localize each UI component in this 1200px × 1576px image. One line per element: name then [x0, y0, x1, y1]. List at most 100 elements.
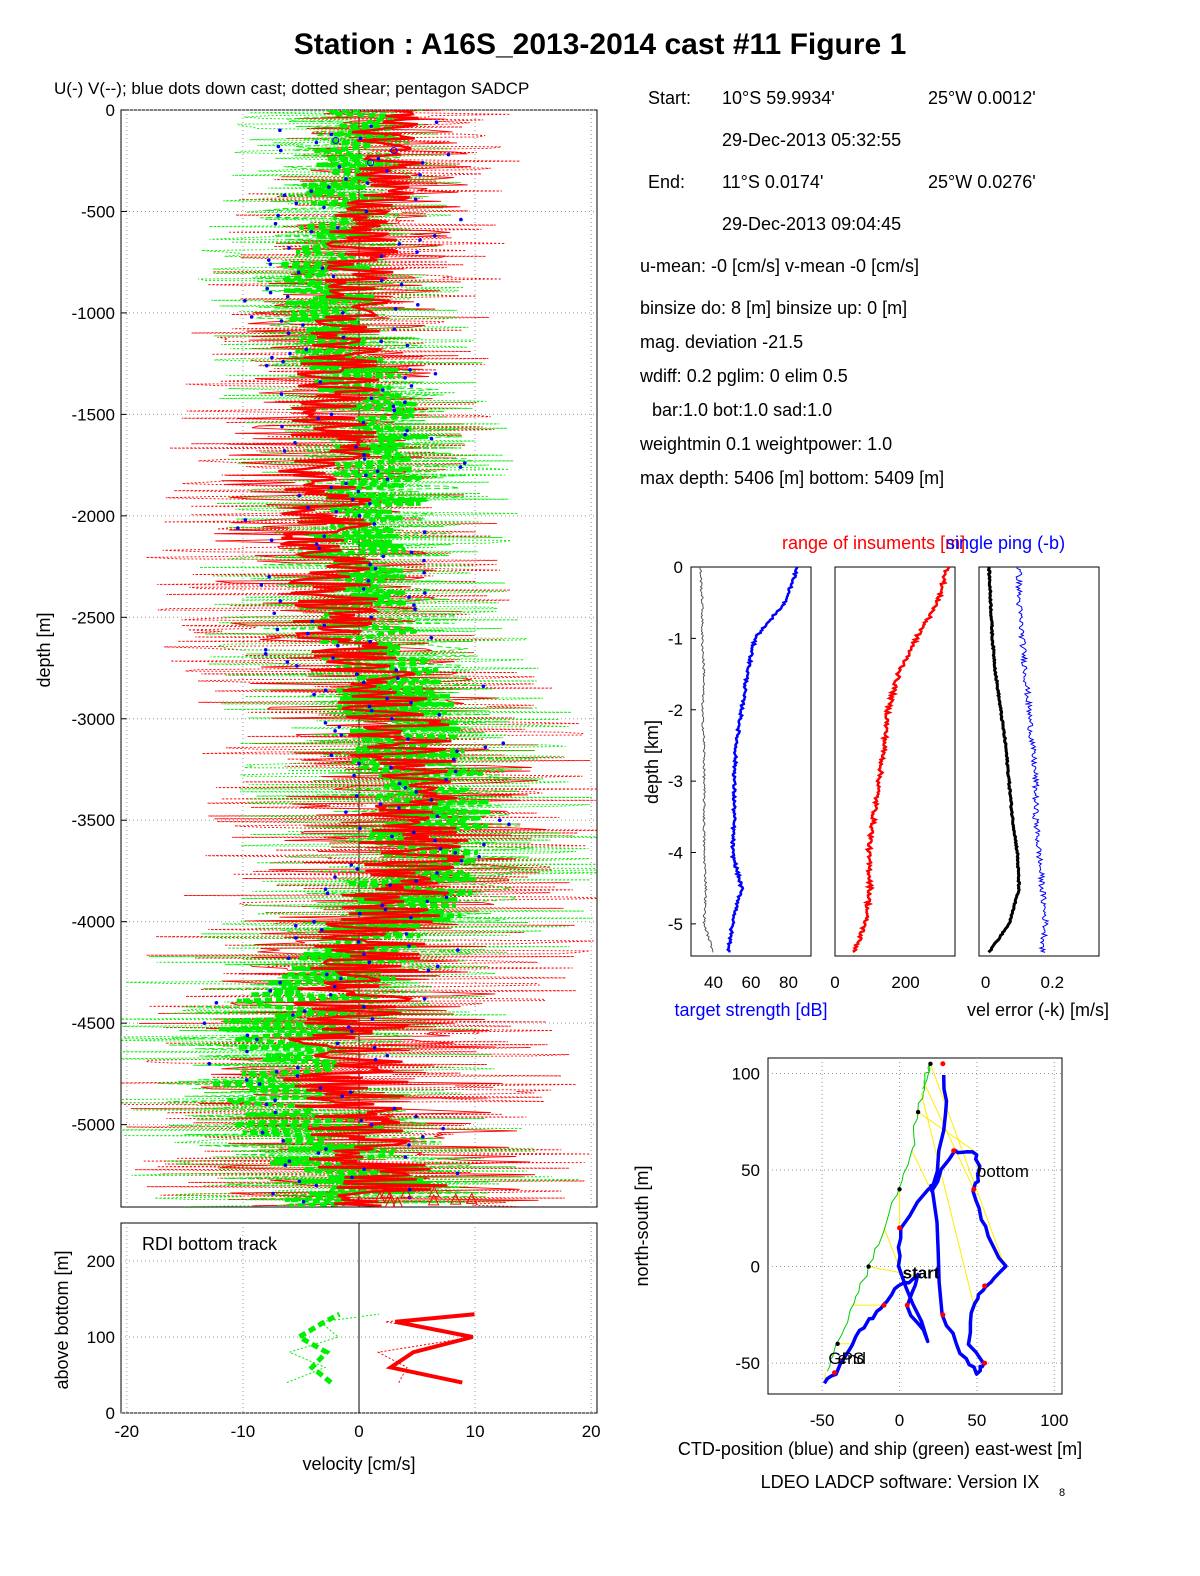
downcast-dot [397, 242, 402, 246]
ctd-track [822, 1074, 1008, 1385]
downcast-dot [334, 509, 339, 514]
downcast-dot [341, 335, 346, 340]
downcast-dot [344, 481, 348, 486]
downcast-dot [314, 542, 319, 547]
downcast-dot [483, 745, 488, 749]
start-time: 29-Dec-2013 05:32:55 [722, 130, 902, 150]
downcast-dot [280, 424, 284, 429]
sadcp-marker [367, 159, 375, 167]
downcast-dot [337, 725, 342, 729]
downcast-dot [319, 928, 324, 932]
downcast-dot [348, 1090, 353, 1094]
annotation-gps: GPS [828, 1349, 864, 1368]
x-tick-label: 10 [466, 1422, 485, 1441]
downcast-dot [357, 761, 361, 766]
mean-velocity: u-mean: -0 [cm/s] v-mean -0 [cm/s] [640, 256, 920, 276]
downcast-dot [278, 980, 282, 985]
figure-title: Station : A16S_2013-2014 cast #11 Figure… [293, 28, 907, 61]
downcast-dot [264, 1102, 269, 1107]
downcast-dot [412, 603, 416, 607]
downcast-dot [297, 1179, 302, 1184]
downcast-dot [361, 587, 366, 591]
downcast-dot [397, 806, 401, 810]
y-tick-label: 100 [87, 1328, 115, 1347]
downcast-dot [286, 331, 291, 336]
downcast-dot [441, 1126, 445, 1131]
downcast-dot [411, 830, 416, 835]
downcast-dot [297, 493, 302, 498]
downcast-dot [352, 773, 356, 778]
downcast-dot [409, 384, 414, 388]
downcast-dot [405, 428, 409, 433]
downcast-dot [364, 473, 368, 478]
downcast-dot [318, 1086, 323, 1090]
downcast-dot [397, 781, 402, 786]
downcast-dot [413, 197, 418, 202]
downcast-dot [207, 1061, 212, 1066]
downcast-dot [497, 818, 502, 823]
downcast-dot [323, 688, 328, 693]
downcast-dot [390, 834, 394, 839]
downcast-dot [379, 339, 383, 344]
downcast-dot [420, 160, 425, 165]
downcast-dot [362, 457, 367, 461]
downcast-dot [416, 303, 420, 307]
ship-marker [835, 1341, 840, 1346]
ctd-marker [904, 1302, 910, 1308]
ship-track [826, 1064, 931, 1372]
downcast-dot [296, 270, 301, 275]
downcast-dot [403, 1155, 408, 1159]
bottom-track-title: RDI bottom track [142, 1234, 278, 1254]
downcast-dot [272, 611, 277, 616]
ctd-marker [971, 1186, 977, 1192]
downcast-dot [368, 639, 372, 644]
downcast-dot [243, 518, 248, 522]
wdiff: wdiff: 0.2 pglim: 0 elim 0.5 [640, 366, 848, 386]
downcast-dot [332, 984, 337, 989]
downcast-dot [301, 323, 305, 327]
downcast-dot [350, 1175, 354, 1180]
downcast-dot [356, 940, 361, 944]
link-line [920, 1092, 975, 1306]
downcast-dot [263, 647, 268, 652]
downcast-dot [409, 700, 413, 705]
ship-marker [897, 1187, 902, 1192]
end-label: End: [648, 172, 686, 192]
downcast-dot [322, 623, 327, 628]
position-ylabel: north-south [m] [632, 1165, 652, 1286]
downcast-dot [344, 177, 348, 181]
ctd-marker [881, 1302, 887, 1308]
diag-title-ping: single ping (-b) [946, 533, 1065, 553]
velocity-ylabel: depth [m] [34, 612, 54, 687]
downcast-dot [294, 936, 298, 940]
bottom-triangle [427, 1193, 440, 1206]
downcast-dot [276, 213, 280, 218]
downcast-dot [265, 286, 269, 291]
start-lon: 25°W 0.0012' [928, 88, 1036, 108]
downcast-dot [316, 416, 321, 421]
diagnostic-axes [978, 566, 1100, 957]
velocity-xlabel: velocity [cm/s] [302, 1454, 415, 1474]
ctd-marker [982, 1360, 988, 1366]
ctd-marker [832, 1370, 838, 1376]
downcast-dot [390, 716, 394, 721]
downcast-dot [367, 960, 372, 965]
y-tick-label: -1500 [72, 405, 115, 424]
downcast-dot [264, 363, 269, 368]
bottom-triangle [400, 1186, 412, 1199]
downcast-dot [350, 1029, 354, 1034]
downcast-dot [433, 371, 438, 376]
downcast-dot [375, 469, 380, 474]
y-tick-label: -3 [668, 772, 683, 791]
start-lat: 10°S 59.9934' [722, 88, 835, 108]
downcast-dot [333, 875, 337, 879]
downcast-dot [482, 842, 486, 847]
y-tick-label: -2500 [72, 608, 115, 627]
downcast-dot [314, 1183, 319, 1188]
downcast-dot [362, 680, 366, 685]
y-tick-label: -1 [668, 629, 683, 648]
link-line [923, 1082, 975, 1190]
downcast-dot [429, 436, 434, 441]
downcast-dot [364, 209, 369, 214]
downcast-dot [279, 319, 284, 323]
